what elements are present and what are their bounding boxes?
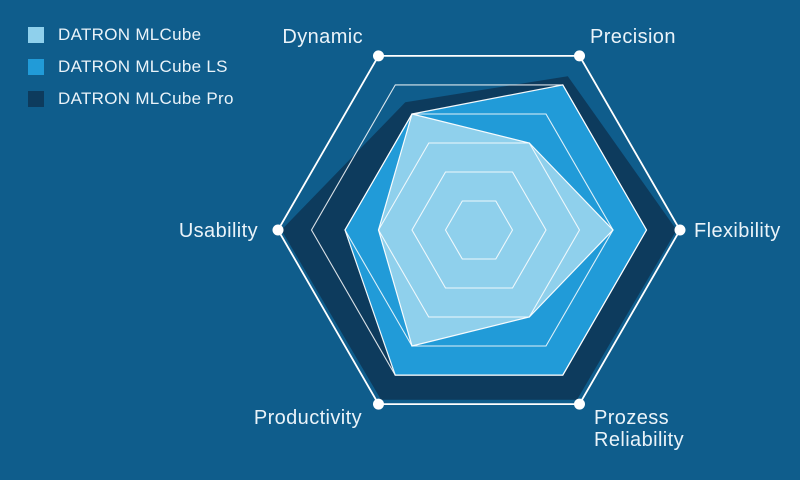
- legend-swatch-icon: [28, 27, 44, 43]
- legend-item-label: DATRON MLCube LS: [58, 57, 228, 76]
- axis-vertex-dot: [373, 50, 384, 62]
- axis-vertex-dot: [574, 50, 585, 62]
- axis-label-prozess-reliability: Prozess Reliability: [594, 407, 684, 452]
- grid-ring: [411, 171, 547, 289]
- axis-vertex-dot: [574, 398, 585, 410]
- axis-label-usability: Usability: [178, 220, 258, 242]
- legend-item: DATRON MLCube LS: [28, 57, 234, 76]
- grid-ring: [310, 84, 648, 376]
- grid-ring: [377, 142, 581, 318]
- legend-swatch-icon: [28, 91, 44, 107]
- grid-ring: [344, 113, 614, 347]
- axis-label-productivity: Productivity: [253, 407, 362, 429]
- axis-vertex-dot: [373, 398, 384, 410]
- legend: DATRON MLCube DATRON MLCube LS DATRON ML…: [28, 25, 234, 123]
- legend-swatch-icon: [28, 59, 44, 75]
- legend-item: DATRON MLCube: [28, 25, 234, 44]
- legend-item-label: DATRON MLCube Pro: [58, 89, 234, 108]
- axis-label-precision: Precision: [590, 26, 676, 48]
- axis-vertex-dot: [674, 224, 686, 236]
- axis-label-dynamic: Dynamic: [282, 26, 363, 48]
- legend-item-label: DATRON MLCube: [58, 25, 202, 44]
- axis-label-flexibility: Flexibility: [694, 220, 781, 242]
- axis-vertex-dot: [272, 224, 284, 236]
- legend-item: DATRON MLCube Pro: [28, 89, 234, 108]
- grid-ring: [444, 200, 514, 260]
